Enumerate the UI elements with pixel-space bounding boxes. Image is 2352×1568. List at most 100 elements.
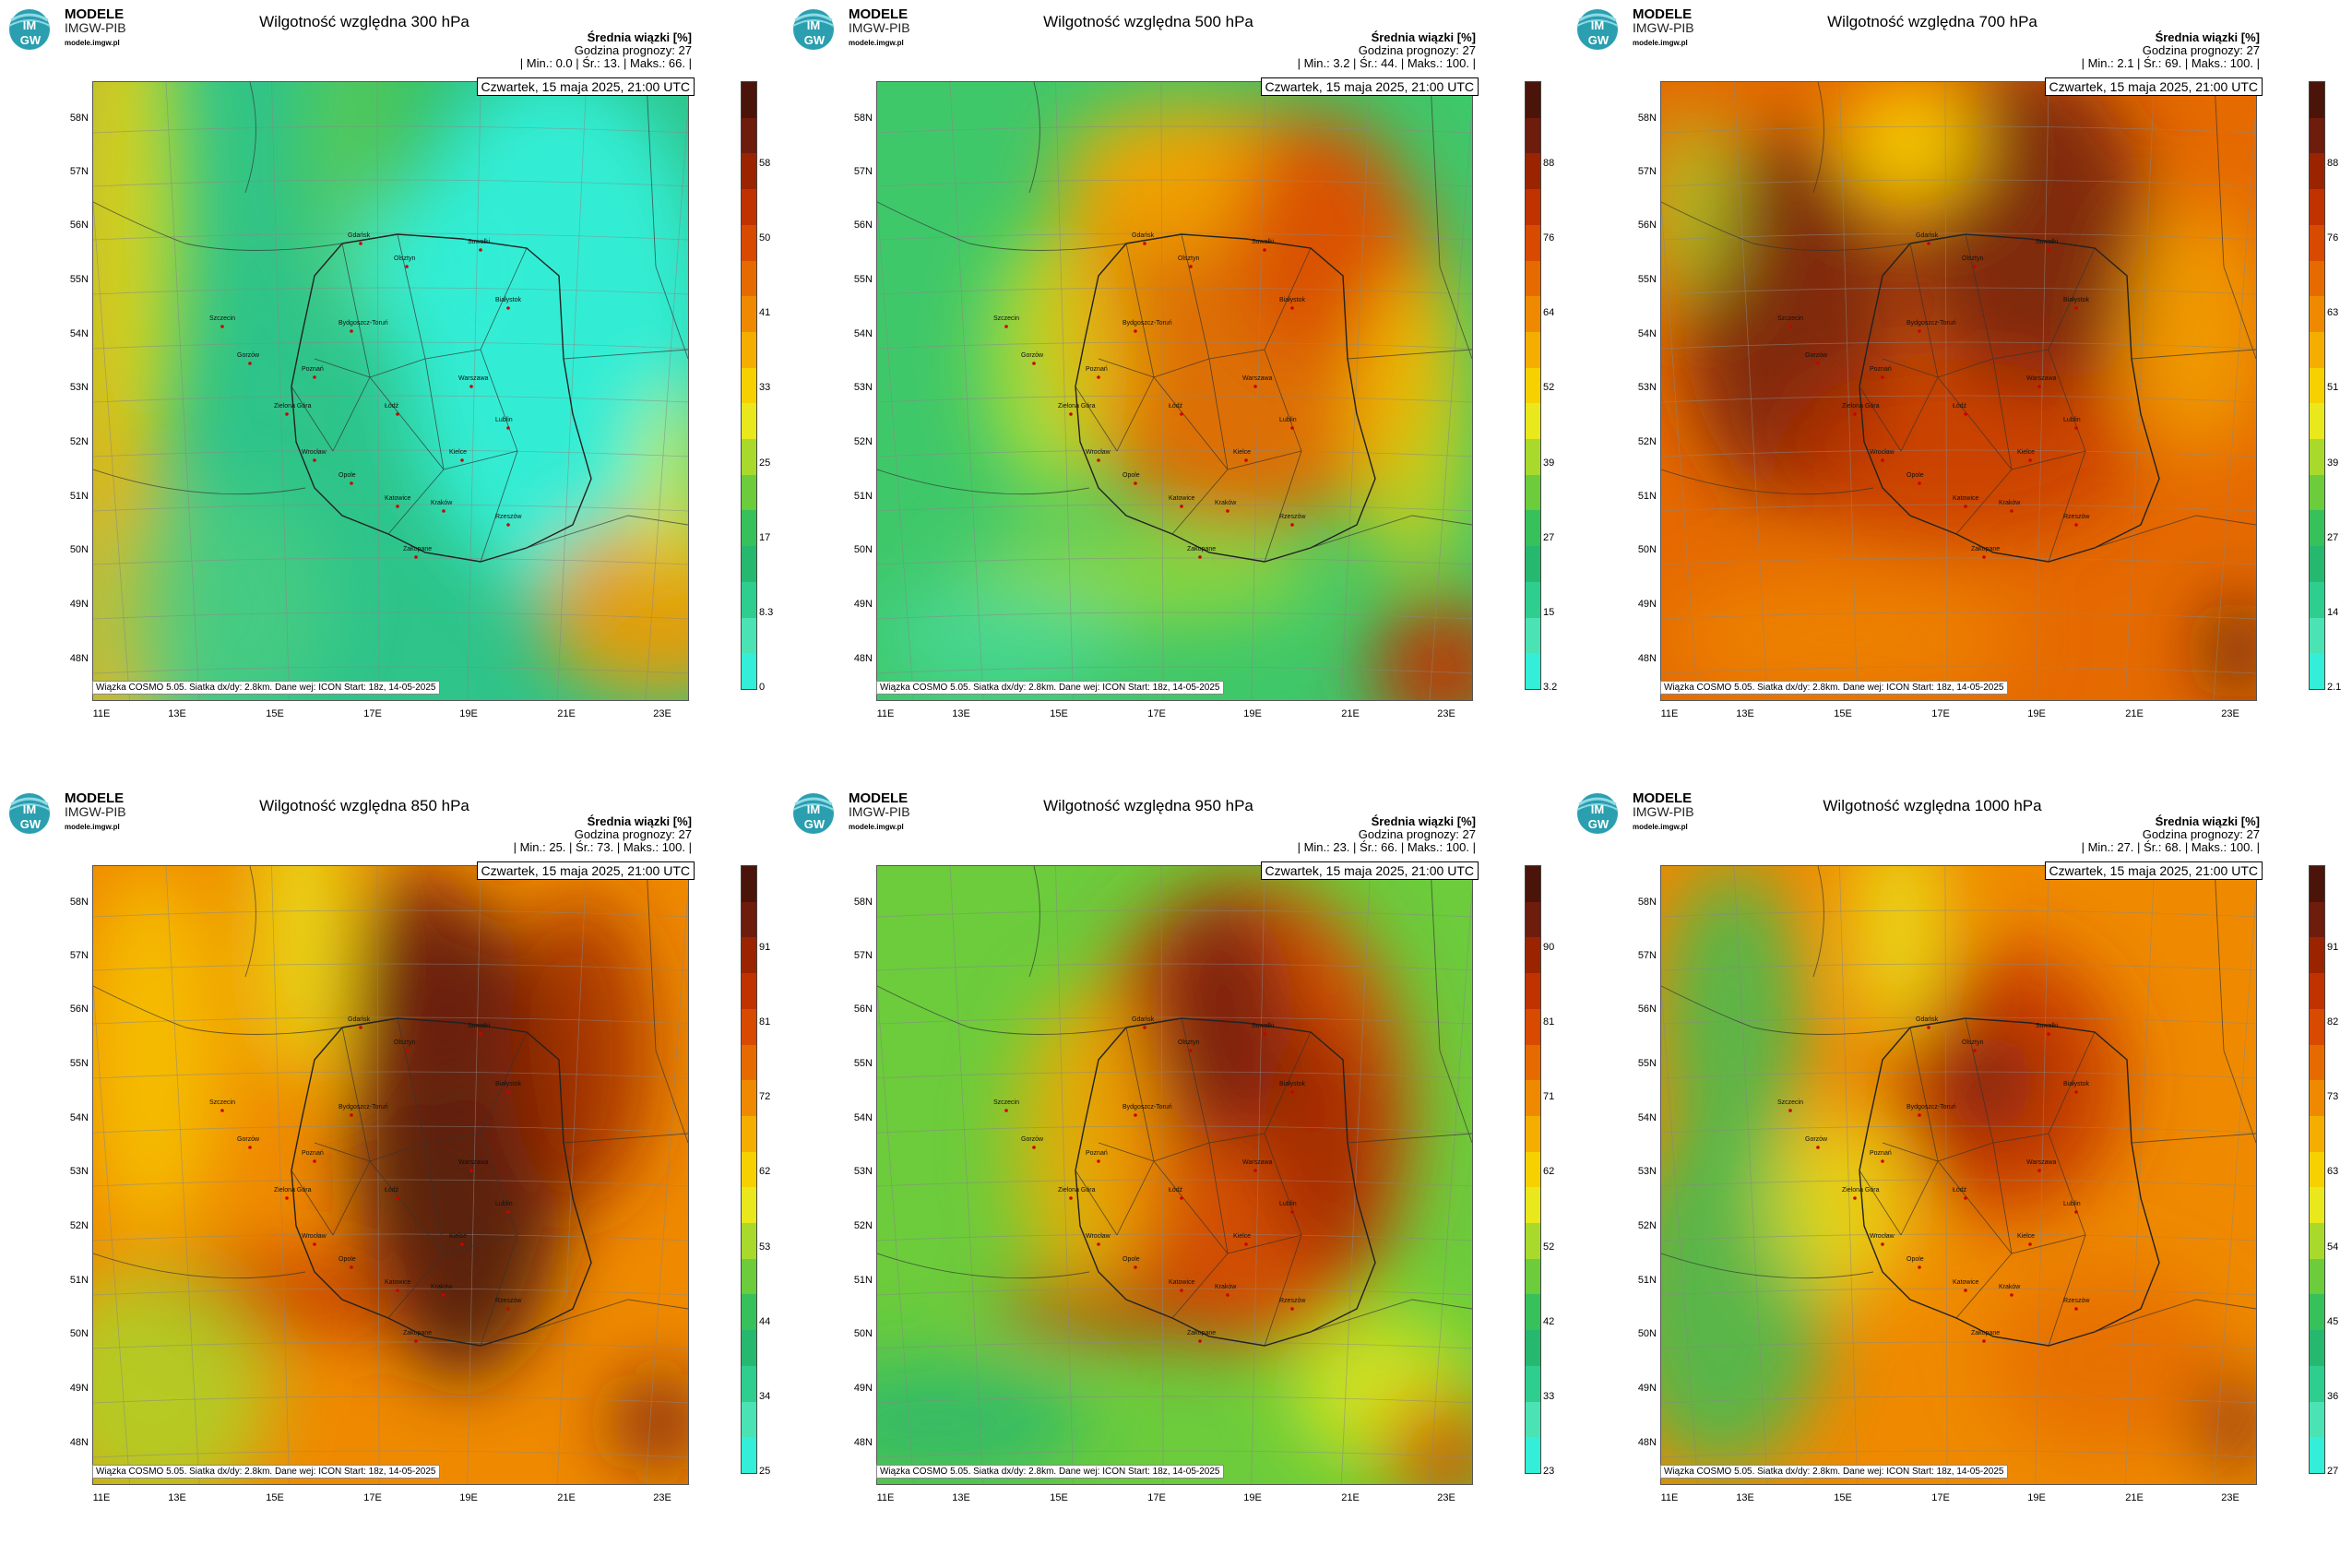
colorbar-segment: [742, 581, 756, 618]
brand-url[interactable]: modele.imgw.pl: [849, 823, 904, 831]
city-label: Katowice: [1169, 1279, 1195, 1286]
lon-label: 19E: [1243, 1492, 1262, 1503]
stats-block: Średnia wiązki [%] Godzina prognozy: 27 | …: [514, 815, 692, 854]
brand-name: MODELE: [849, 790, 909, 806]
colorbar-tick: 36: [2327, 1390, 2339, 1402]
colorbar-segment: [2310, 1044, 2324, 1081]
colorbar-tick: 76: [1543, 232, 1555, 244]
colorbar-segment: [2310, 1008, 2324, 1045]
lat-label: 53N: [69, 1166, 89, 1177]
city-label: Kraków: [1999, 1284, 2021, 1290]
lon-label: 13E: [168, 1492, 186, 1503]
colorbar: [2309, 865, 2325, 1474]
lat-label: 51N: [853, 1275, 873, 1286]
lon-label: 23E: [653, 708, 671, 719]
brand-org: IMGW-PIB: [849, 804, 910, 819]
colorbar-tick: 14: [2327, 606, 2339, 618]
stat-label: Średnia wiązki [%]: [2155, 30, 2260, 44]
city-label: Zakopane: [403, 546, 433, 552]
city-label: Katowice: [1953, 1279, 1979, 1286]
colorbar-tick: 73: [2327, 1091, 2339, 1103]
colorbar-tick: 51: [2327, 382, 2339, 394]
lat-label: 55N: [1637, 1058, 1657, 1069]
colorbar-segment: [2310, 866, 2324, 902]
colorbar-segment: [2310, 1437, 2324, 1473]
city-label: Gdańsk: [1132, 232, 1155, 239]
stats-block: Średnia wiązki [%] Godzina prognozy: 27 | …: [1298, 31, 1476, 70]
lat-label: 54N: [1637, 1112, 1657, 1123]
city-label: Opole: [339, 1256, 356, 1263]
city-label: Bydgoszcz-Toruń: [1123, 320, 1172, 327]
lat-label: 57N: [853, 950, 873, 961]
lat-label: 52N: [69, 1220, 89, 1231]
lon-label: 23E: [1437, 1492, 1455, 1503]
colorbar-segment: [2310, 581, 2324, 618]
brand-url[interactable]: modele.imgw.pl: [849, 39, 904, 47]
city-label: Białystok: [1279, 1081, 1306, 1087]
city-label: Gorzów: [1021, 1136, 1044, 1143]
colorbar-segment: [742, 260, 756, 297]
lon-label: 11E: [92, 1492, 111, 1503]
stats-values: | Min.: 2.1 | Śr.: 69. | Maks.: 100. |: [2081, 56, 2260, 70]
brand-url[interactable]: modele.imgw.pl: [1633, 823, 1688, 831]
lat-label: 55N: [69, 1058, 89, 1069]
lat-label: 55N: [69, 274, 89, 285]
colorbar-segment: [742, 1294, 756, 1331]
stats-values: | Min.: 23. | Śr.: 66. | Maks.: 100. |: [1297, 840, 1476, 854]
lon-label: 15E: [1050, 1492, 1068, 1503]
city-label: Opole: [1907, 472, 1924, 479]
model-footer: Wiązka COSMO 5.05. Siatka dx/dy: 2.8km. …: [876, 681, 1224, 695]
colorbar-segment: [2310, 403, 2324, 440]
stat-label: Średnia wiązki [%]: [587, 814, 692, 828]
colorbar-tick: 71: [1543, 1091, 1555, 1103]
lat-label: 56N: [1637, 220, 1657, 231]
lat-label: 56N: [69, 220, 89, 231]
brand-url[interactable]: modele.imgw.pl: [1633, 39, 1688, 47]
lat-label: 50N: [853, 544, 873, 555]
city-label: Gdańsk: [348, 1016, 371, 1023]
colorbar-segment: [742, 1330, 756, 1366]
city-label: Zielona Góra: [1842, 1187, 1880, 1194]
lat-label: 55N: [853, 1058, 873, 1069]
brand-name: MODELE: [65, 790, 125, 806]
brand-block: MODELE IMGW-PIB modele.imgw.pl: [849, 791, 910, 834]
lon-label: 19E: [2027, 708, 2046, 719]
brand-url[interactable]: modele.imgw.pl: [65, 39, 120, 47]
colorbar-segment: [2310, 653, 2324, 689]
city-label: Łódź: [385, 403, 399, 410]
lat-label: 54N: [853, 328, 873, 339]
city-label: Lublin: [2063, 417, 2081, 423]
city-label: Suwałki: [1252, 239, 1275, 245]
brand-name: MODELE: [1633, 6, 1693, 22]
valid-date: Czwartek, 15 maja 2025, 21:00 UTC: [476, 861, 695, 880]
map-area: Gdańsk Olsztyn Suwałki Białystok Szczecin Byd…: [92, 865, 689, 1485]
city-label: Poznań: [1870, 366, 1892, 373]
colorbar-segment: [742, 546, 756, 582]
city-label: Białystok: [2063, 1081, 2090, 1087]
colorbar-tick: 33: [759, 382, 771, 394]
city-label: Katowice: [1169, 495, 1195, 502]
colorbar-segment: [742, 82, 756, 118]
city-label: Olsztyn: [1178, 255, 1200, 262]
city-label: Suwałki: [2036, 1023, 2059, 1029]
lat-label: 58N: [69, 113, 89, 124]
city-label: Zakopane: [1187, 546, 1217, 552]
colorbar-tick: 91: [2327, 942, 2339, 953]
city-label: Zakopane: [1971, 546, 2001, 552]
colorbar-segment: [1526, 581, 1540, 618]
city-label: Warszawa: [2026, 375, 2057, 382]
lat-label: 54N: [1637, 328, 1657, 339]
model-footer: Wiązka COSMO 5.05. Siatka dx/dy: 2.8km. …: [92, 681, 440, 695]
brand-org: IMGW-PIB: [65, 804, 126, 819]
svg-text:GW: GW: [20, 33, 42, 47]
colorbar-segment: [2310, 82, 2324, 118]
colorbar: [741, 865, 757, 1474]
colorbar-tick: 41: [759, 307, 771, 319]
city-label: Gorzów: [237, 1136, 260, 1143]
colorbar-segment: [742, 1437, 756, 1473]
city-label: Rzeszów: [2063, 514, 2090, 520]
brand-url[interactable]: modele.imgw.pl: [65, 823, 120, 831]
colorbar-segment: [1526, 617, 1540, 654]
map-area: Gdańsk Olsztyn Suwałki Białystok Szczecin Byd…: [876, 865, 1473, 1485]
lon-label: 15E: [1050, 708, 1068, 719]
